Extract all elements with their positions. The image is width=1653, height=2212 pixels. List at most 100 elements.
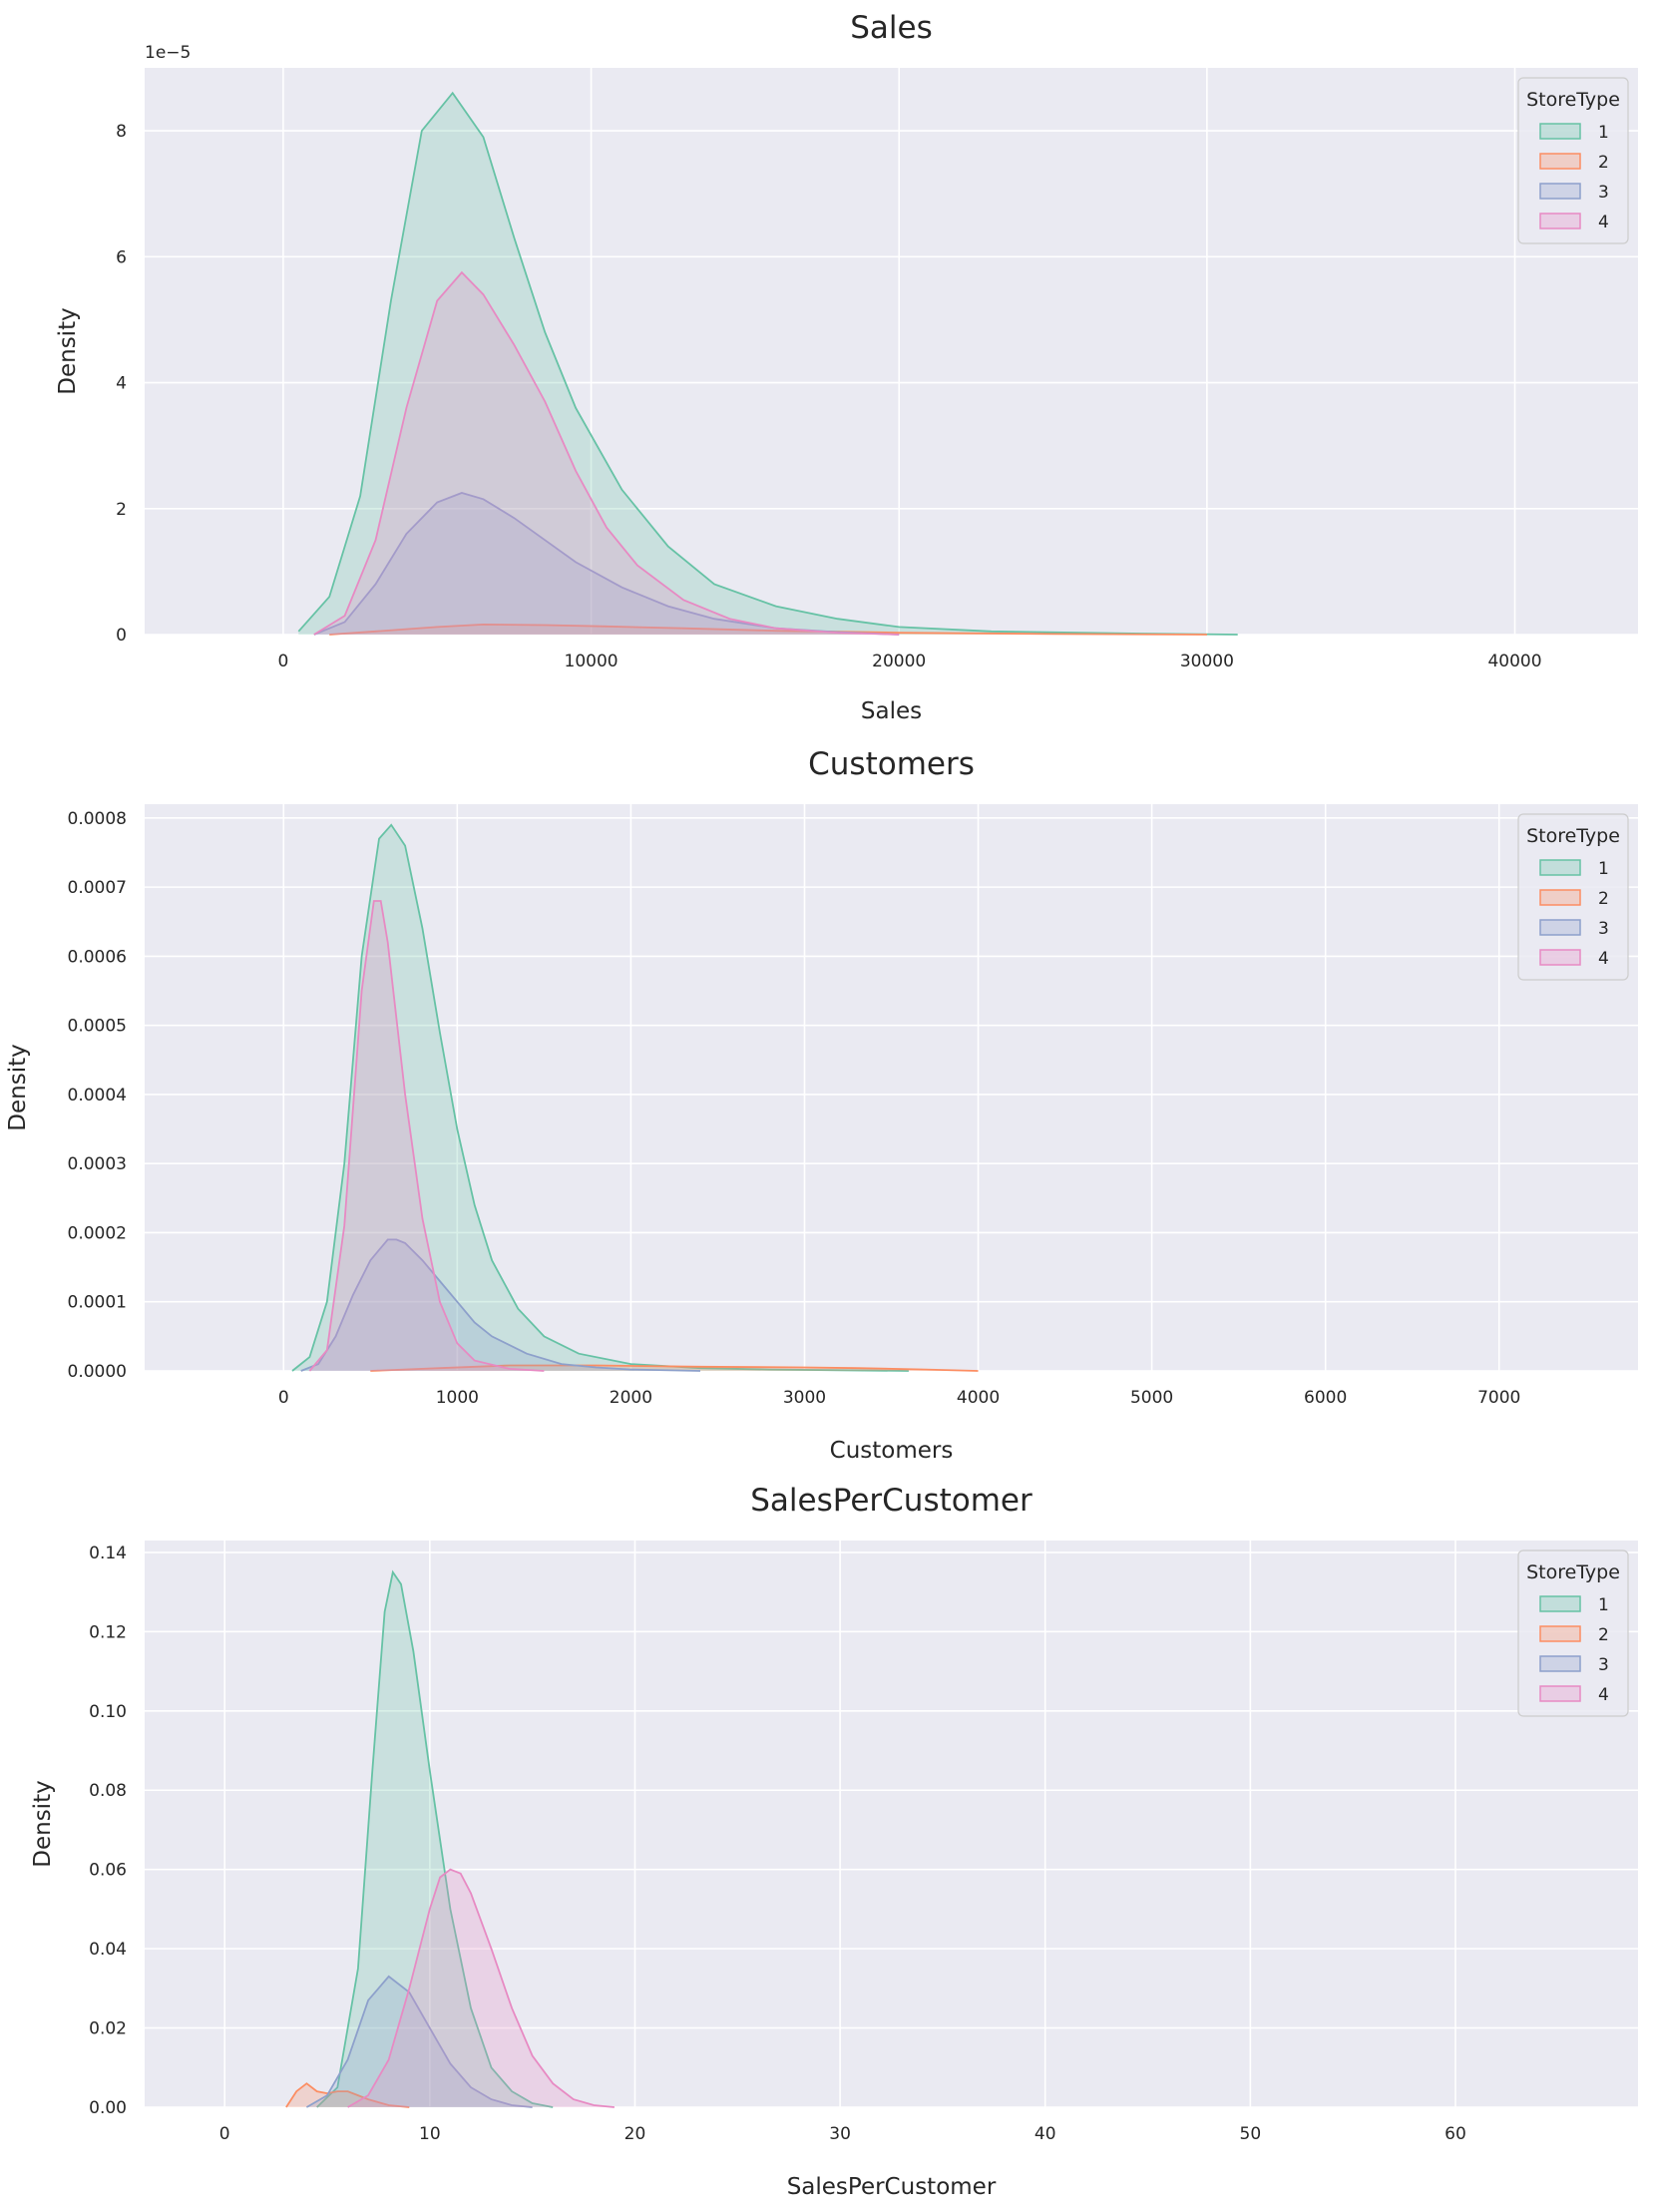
legend-swatch-2 [1539,1625,1581,1642]
legend: StoreType 1 2 3 4 [1517,813,1629,981]
kde-area-storetype-1 [292,824,909,1371]
kde-line-storetype-1 [297,91,1238,636]
legend-swatch-1 [1539,859,1581,876]
legend-swatch-3 [1539,919,1581,936]
x-tick-label: 4000 [957,1388,1000,1408]
x-tick-label: 3000 [783,1388,826,1408]
legend-label-4: 4 [1598,213,1609,232]
x-tick-label: 7000 [1477,1388,1520,1408]
legend-label-1: 1 [1598,859,1609,879]
kde-area-storetype-1 [298,93,1238,635]
y-tick-label: 0.0001 [68,1293,127,1313]
legend-swatch-4 [1539,949,1581,966]
legend-swatch-4 [1539,213,1581,229]
y-tick-label: 0.0004 [68,1086,127,1106]
kde-line-storetype-4 [347,1868,615,2108]
y-tick-labels: 0.00 0.02 0.04 0.06 0.08 0.10 0.12 0.14 [89,1544,127,2118]
x-axis-label: Customers [830,1438,954,1464]
legend-label-3: 3 [1598,183,1609,203]
kde-line-storetype-2 [329,623,1207,636]
legend: StoreType 1 2 3 4 [1517,1549,1629,1717]
plot-area [145,804,1638,1371]
x-axis-label: SalesPerCustomer [787,2174,997,2200]
legend-label-1: 1 [1598,123,1609,143]
y-tick-label: 0.04 [89,1940,127,1960]
x-axis-label: Sales [861,698,922,724]
gridlines [145,1541,1638,2108]
y-offset-label: 1e−5 [145,43,191,63]
x-tick-label: 0 [219,2124,230,2144]
legend-swatch-1 [1539,1595,1581,1612]
kde-area-storetype-2 [329,624,1207,635]
y-tick-label: 0.06 [89,1861,127,1881]
legend: StoreType 1 2 3 4 [1517,77,1629,244]
y-tick-label: 0.08 [89,1781,127,1801]
y-tick-label: 0.02 [89,2019,127,2039]
legend-label-4: 4 [1598,1685,1609,1705]
kde-line-storetype-4 [313,270,900,636]
x-tick-label: 6000 [1304,1388,1347,1408]
x-tick-label: 50 [1240,2124,1262,2144]
y-tick-label: 8 [116,122,127,142]
legend-label-2: 2 [1598,153,1609,173]
legend-label-2: 2 [1598,1625,1609,1645]
x-tick-label: 20000 [872,652,926,671]
y-tick-label: 0.00 [89,2098,127,2118]
y-tick-label: 0 [116,626,127,646]
kde-area-storetype-1 [316,1571,554,2107]
y-tick-label: 0.0003 [68,1154,127,1174]
y-tick-label: 2 [116,500,127,520]
x-tick-label: 0 [278,1388,289,1408]
legend-title: StoreType [1526,1561,1620,1583]
subplot-title: Customers [808,746,975,782]
legend-title: StoreType [1526,89,1620,111]
y-tick-label: 0.10 [89,1702,127,1722]
y-axis-label: Density [5,1044,31,1130]
x-tick-label: 40000 [1487,652,1541,671]
y-tick-label: 0.0002 [68,1223,127,1243]
y-tick-label: 0.14 [89,1544,127,1563]
kde-line-storetype-3 [300,1238,701,1372]
subplot-salespercustomer: 0 10 20 30 40 50 60 0.00 0.02 0.04 0.06 0.08 0.10 0.1… [30,1483,1638,2200]
subplot-title: Sales [850,10,933,46]
x-tick-label: 40 [1034,2124,1056,2144]
legend-frame [1517,813,1629,981]
legend-label-4: 4 [1598,949,1609,969]
x-tick-label: 30000 [1180,652,1234,671]
y-tick-labels: 0.0000 0.0001 0.0002 0.0003 0.0004 0.0005 0.00… [68,809,127,1382]
legend-swatch-1 [1539,123,1581,140]
legend-frame [1517,77,1629,244]
legend-swatch-4 [1539,1685,1581,1702]
y-tick-label: 0.0007 [68,878,127,898]
kde-series [297,91,1238,636]
kde-line-storetype-2 [370,1364,979,1372]
x-tick-label: 20 [624,2124,646,2144]
legend-frame [1517,1549,1629,1717]
kde-area-storetype-3 [300,1239,700,1371]
x-tick-label: 1000 [436,1388,479,1408]
subplot-customers: 0 1000 2000 3000 4000 5000 6000 70000.00000.000… [5,746,1638,1464]
x-tick-labels: 0 10 20 30 40 50 60 [219,2124,1466,2144]
legend-label-3: 3 [1598,1655,1609,1675]
y-tick-label: 0.0006 [68,947,127,967]
x-tick-label: 30 [829,2124,851,2144]
x-tick-label: 10 [419,2124,441,2144]
kde-area-storetype-4 [347,1869,615,2107]
y-tick-label: 0.0000 [68,1362,127,1382]
legend-swatch-3 [1539,183,1581,200]
subplot-sales: 0 10000 20000 30000 40000 0 2 4 6 8 1e−5 Sales Sales… [55,10,1638,724]
y-tick-label: 0.0005 [68,1017,127,1037]
gridlines [145,804,1638,1372]
x-tick-label: 0 [277,652,288,671]
y-tick-label: 0.0008 [68,809,127,829]
y-tick-label: 0.12 [89,1622,127,1642]
kde-series [285,1569,615,2108]
x-tick-label: 2000 [610,1388,652,1408]
y-axis-label: Density [30,1780,56,1867]
plot-area [145,1541,1638,2107]
legend-swatch-3 [1539,1655,1581,1672]
x-tick-labels: 0 10000 20000 30000 40000 [277,652,1541,671]
legend-swatch-2 [1539,153,1581,170]
kde-area-storetype-3 [313,493,900,635]
x-tick-labels: 0 1000 2000 3000 4000 5000 6000 7000 [278,1388,1521,1408]
